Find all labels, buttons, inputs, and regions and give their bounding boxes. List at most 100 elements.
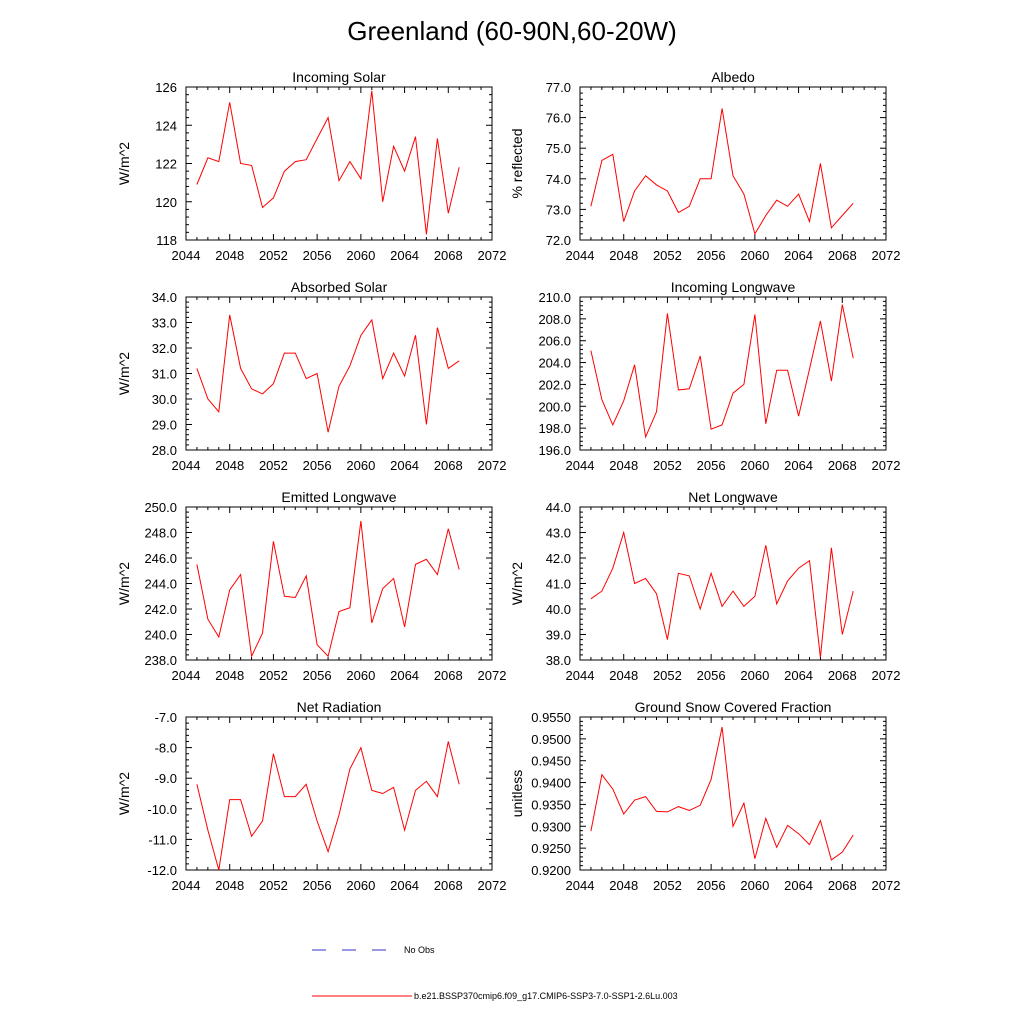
x-tick-label: 2056 bbox=[697, 878, 726, 893]
plot-frame bbox=[185, 86, 493, 241]
x-tick-label: 2052 bbox=[259, 458, 288, 473]
y-tick-label: 0.9300 bbox=[531, 819, 571, 834]
y-tick-label: 33.0 bbox=[152, 316, 177, 331]
y-tick-label: 244.0 bbox=[144, 577, 177, 592]
plot-frame bbox=[185, 296, 493, 451]
y-tick-label: 39.0 bbox=[546, 628, 571, 643]
y-tick-label: 32.0 bbox=[152, 341, 177, 356]
y-tick-label: 72.0 bbox=[546, 233, 571, 248]
series-line bbox=[590, 304, 854, 439]
x-tick-label: 2068 bbox=[434, 668, 463, 683]
y-tick-label: 0.9200 bbox=[531, 863, 571, 878]
y-tick-label: 126 bbox=[155, 80, 177, 95]
x-tick-label: 2064 bbox=[784, 458, 813, 473]
x-tick-label: 2048 bbox=[215, 248, 244, 263]
x-tick-label: 2072 bbox=[872, 668, 901, 683]
x-tick-label: 2068 bbox=[434, 458, 463, 473]
x-tick-label: 2044 bbox=[172, 878, 201, 893]
x-tick-label: 2048 bbox=[609, 668, 638, 683]
x-tick-label: 2052 bbox=[259, 668, 288, 683]
y-tick-label: 0.9250 bbox=[531, 841, 571, 856]
panel-incoming-longwave: 2044 2048 2052 2056 2060 2064 2068 2072 196.0 198… bbox=[538, 279, 900, 473]
x-tick-label: 2072 bbox=[478, 878, 507, 893]
x-tick-label: 2068 bbox=[828, 668, 857, 683]
y-tick-label: 34.0 bbox=[152, 290, 177, 305]
y-tick-label: 30.0 bbox=[152, 392, 177, 407]
panel-net-radiation: 2044 2048 2052 2056 2060 2064 2068 2072 -12.0 -11… bbox=[116, 699, 506, 893]
x-tick-label: 2060 bbox=[346, 458, 375, 473]
y-tick-label: 196.0 bbox=[538, 443, 571, 458]
x-tick-label: 2068 bbox=[434, 248, 463, 263]
panel-title: Net Longwave bbox=[688, 489, 778, 505]
panel-title: Net Radiation bbox=[297, 699, 382, 715]
y-tick-label: 124 bbox=[155, 118, 177, 133]
panel-title: Absorbed Solar bbox=[291, 279, 388, 295]
y-axis-label: % reflected bbox=[509, 128, 525, 198]
x-tick-label: 2056 bbox=[303, 458, 332, 473]
y-tick-label: 120 bbox=[155, 195, 177, 210]
x-tick-label: 2052 bbox=[653, 878, 682, 893]
legend: No Obs b.e21.BSSP370cmip6.f09_g17.CMIP6-… bbox=[312, 945, 678, 1001]
x-tick-label: 2068 bbox=[828, 458, 857, 473]
x-tick-label: 2044 bbox=[566, 878, 595, 893]
series-line bbox=[196, 314, 460, 433]
y-axis-label: W/m^2 bbox=[116, 352, 132, 395]
y-tick-label: 122 bbox=[155, 157, 177, 172]
y-axis-label: W/m^2 bbox=[509, 562, 525, 605]
x-tick-label: 2068 bbox=[434, 878, 463, 893]
y-tick-label: 202.0 bbox=[538, 377, 571, 392]
panel-emitted-longwave: 2044 2048 2052 2056 2060 2064 2068 2072 238.0 240… bbox=[116, 489, 506, 683]
x-tick-label: 2048 bbox=[609, 248, 638, 263]
y-axis-label: W/m^2 bbox=[116, 772, 132, 815]
x-tick-label: 2052 bbox=[259, 878, 288, 893]
y-tick-label: -9.0 bbox=[155, 771, 177, 786]
y-tick-label: 41.0 bbox=[546, 577, 571, 592]
y-tick-label: 208.0 bbox=[538, 312, 571, 327]
x-tick-label: 2044 bbox=[566, 248, 595, 263]
y-axis-label: unitless bbox=[509, 770, 525, 817]
x-tick-label: 2072 bbox=[872, 248, 901, 263]
panel-incoming-solar: 2044 2048 2052 2056 2060 2064 2068 2072 118 120 12… bbox=[116, 69, 506, 263]
x-tick-label: 2044 bbox=[172, 458, 201, 473]
x-tick-label: 2064 bbox=[390, 458, 419, 473]
x-tick-label: 2048 bbox=[609, 458, 638, 473]
panel-title: Incoming Solar bbox=[292, 69, 386, 85]
x-tick-label: 2060 bbox=[740, 458, 769, 473]
panel-title: Ground Snow Covered Fraction bbox=[635, 699, 832, 715]
x-tick-label: 2044 bbox=[566, 458, 595, 473]
y-tick-label: -11.0 bbox=[148, 832, 177, 847]
y-tick-label: 210.0 bbox=[538, 290, 571, 305]
x-tick-label: 2064 bbox=[784, 248, 813, 263]
x-tick-label: 2052 bbox=[653, 248, 682, 263]
figure-title: Greenland (60-90N,60-20W) bbox=[347, 16, 677, 46]
y-tick-label: 198.0 bbox=[538, 421, 571, 436]
x-tick-label: 2060 bbox=[346, 878, 375, 893]
y-tick-label: 0.9450 bbox=[531, 754, 571, 769]
x-tick-label: 2064 bbox=[390, 878, 419, 893]
panel-absorbed-solar: 2044 2048 2052 2056 2060 2064 2068 2072 28.0 29.0… bbox=[116, 279, 506, 473]
panel-title: Emitted Longwave bbox=[281, 489, 396, 505]
x-tick-label: 2072 bbox=[872, 458, 901, 473]
x-tick-label: 2048 bbox=[215, 668, 244, 683]
y-tick-label: 38.0 bbox=[546, 653, 571, 668]
x-tick-label: 2064 bbox=[390, 668, 419, 683]
series-line bbox=[590, 530, 854, 658]
y-tick-label: 43.0 bbox=[546, 526, 571, 541]
y-tick-label: -7.0 bbox=[155, 710, 177, 725]
x-tick-label: 2064 bbox=[784, 878, 813, 893]
plot-frame bbox=[579, 86, 887, 241]
panel-title: Incoming Longwave bbox=[671, 279, 796, 295]
x-tick-label: 2056 bbox=[303, 668, 332, 683]
x-tick-label: 2056 bbox=[697, 458, 726, 473]
y-tick-label: 0.9550 bbox=[531, 710, 571, 725]
series-line bbox=[196, 520, 460, 658]
x-tick-label: 2048 bbox=[609, 878, 638, 893]
y-tick-label: 238.0 bbox=[144, 653, 177, 668]
y-tick-label: 0.9350 bbox=[531, 797, 571, 812]
x-tick-label: 2044 bbox=[172, 248, 201, 263]
x-tick-label: 2060 bbox=[346, 248, 375, 263]
series-line bbox=[590, 108, 854, 236]
x-tick-label: 2060 bbox=[740, 668, 769, 683]
y-tick-label: 204.0 bbox=[538, 356, 571, 371]
y-tick-label: 250.0 bbox=[144, 500, 177, 515]
